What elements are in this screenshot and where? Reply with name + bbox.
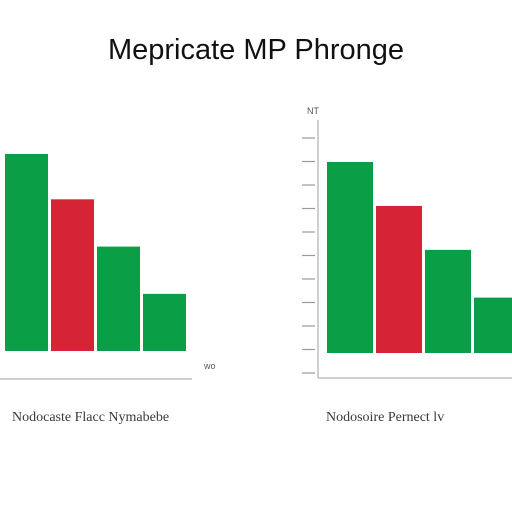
left-chart-caption: Nodocaste Flacc Nymabebe bbox=[12, 410, 170, 425]
left-bar-chart bbox=[0, 154, 192, 380]
right-bar-4 bbox=[474, 297, 512, 353]
chart-title: Mepricate MP Phronge bbox=[107, 34, 405, 66]
right-axis-tag: NT bbox=[307, 106, 319, 116]
right-bar-1 bbox=[327, 162, 373, 353]
left-axis-tag: wo bbox=[204, 361, 216, 371]
right-chart-caption: Nodosoire Pernect lv bbox=[326, 410, 445, 425]
right-bar-3 bbox=[425, 249, 471, 353]
left-bar-1 bbox=[5, 154, 48, 351]
right-bar-2 bbox=[376, 205, 422, 353]
right-bar-chart bbox=[302, 120, 512, 379]
left-bar-3 bbox=[97, 246, 140, 351]
left-bar-4 bbox=[143, 293, 186, 351]
left-bar-2 bbox=[51, 199, 94, 351]
